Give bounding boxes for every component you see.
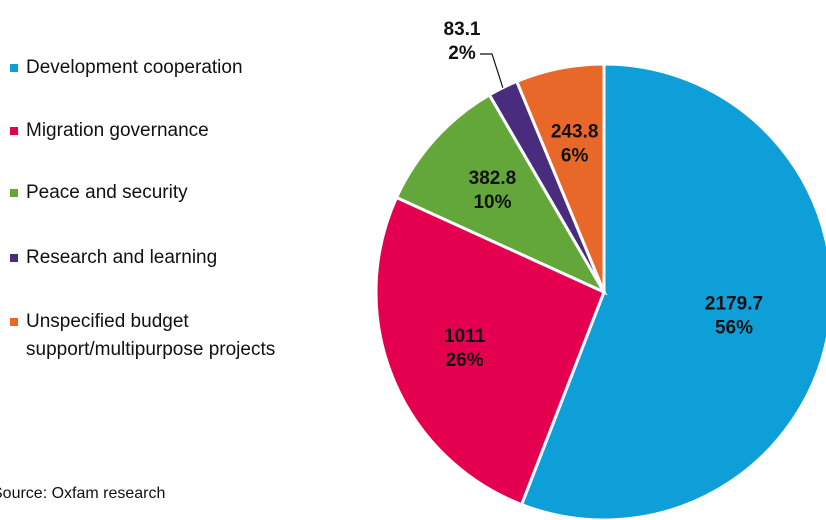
percent-label: 26% xyxy=(446,350,484,371)
value-label: 243.8 xyxy=(551,121,599,142)
legend-label: Unspecified budget support/multipurpose p… xyxy=(26,311,275,360)
legend-swatch xyxy=(10,64,18,72)
pie-slice xyxy=(514,62,606,293)
legend-label: Peace and security xyxy=(26,182,188,203)
value-label: 382.8 xyxy=(469,168,517,189)
leader-line xyxy=(480,53,504,88)
value-label: 83.1 xyxy=(444,19,481,40)
pie-slice xyxy=(374,195,606,507)
percent-label: 6% xyxy=(561,145,589,166)
source-note: Source: Oxfam research xyxy=(0,485,165,502)
value-label: 1011 xyxy=(444,326,486,347)
legend-swatch xyxy=(10,318,18,326)
pie-slice xyxy=(394,92,608,296)
legend-line: Unspecified budget xyxy=(26,311,189,332)
percent-label: 2% xyxy=(448,43,476,64)
value-label: 2179.7 xyxy=(705,293,763,314)
legend-line: support/multipurpose projects xyxy=(26,339,275,360)
legend-swatch xyxy=(10,127,18,135)
legend-swatch xyxy=(10,189,18,197)
legend-label: Research and learning xyxy=(26,247,217,268)
legend-label: Development cooperation xyxy=(26,57,243,78)
legend-label: Migration governance xyxy=(26,120,209,141)
percent-label: 56% xyxy=(715,317,753,338)
pie-slice xyxy=(519,62,826,520)
legend-swatch xyxy=(10,254,18,262)
percent-label: 10% xyxy=(473,192,511,213)
